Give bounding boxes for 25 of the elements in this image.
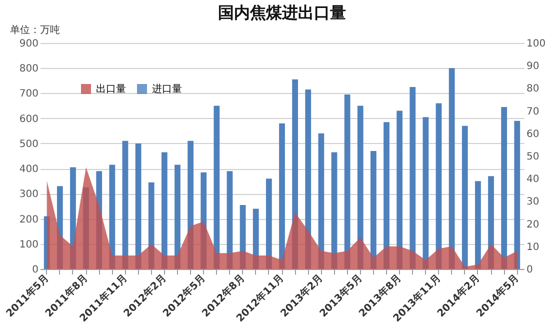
y-tick-label: 300 [19,189,38,200]
chart-title: 国内焦煤进出口量 [218,3,346,22]
y2-tick-label: 50 [526,152,540,162]
y2-tick-label: 20 [526,219,540,230]
y-tick-label: 0 [32,264,38,276]
y-tick-label: 900 [19,38,38,50]
y-tick-label: 600 [19,114,38,125]
y-tick-label: 200 [19,214,38,226]
legend-label: 出口量 [96,83,126,95]
y-tick-label: 800 [19,64,38,75]
legend-label: 进口量 [152,83,182,95]
text: 单位：万吨 [10,24,60,36]
y-tick-label: 400 [19,164,38,176]
y-tick-label: 500 [19,138,38,150]
y2-tick-label: 80 [526,84,540,95]
y2-tick-label: 40 [526,174,540,186]
y2-tick-label: 70 [526,106,540,118]
y2-tick-label: 30 [526,196,540,208]
y2-tick-label: 100 [526,38,546,50]
y2-tick-label: 0 [526,264,533,276]
y-tick-label: 700 [19,88,38,100]
y2-tick-label: 10 [526,242,540,253]
y2-tick-label: 90 [526,61,540,72]
y2-tick-label: 60 [526,128,540,140]
y-tick-label: 100 [19,239,38,250]
